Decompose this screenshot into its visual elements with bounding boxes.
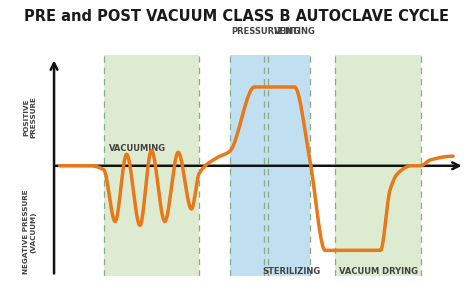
Text: VACUUMING: VACUUMING [109, 144, 166, 153]
Text: NEGATIVE PRESSURE
(VACUUM): NEGATIVE PRESSURE (VACUUM) [23, 190, 36, 274]
Text: PRE and POST VACUUM CLASS B AUTOCLAVE CYCLE: PRE and POST VACUUM CLASS B AUTOCLAVE CY… [25, 9, 449, 24]
Bar [335, 55, 420, 276]
Text: PRESSURIZING: PRESSURIZING [232, 27, 301, 37]
Text: POSITIVE
PRESSURE: POSITIVE PRESSURE [23, 96, 36, 138]
Text: VACUUM DRYING: VACUUM DRYING [338, 267, 418, 276]
Text: STERILIZING: STERILIZING [262, 267, 320, 276]
Bar [104, 55, 199, 276]
Bar [230, 55, 310, 276]
Text: VENTING: VENTING [273, 27, 316, 37]
